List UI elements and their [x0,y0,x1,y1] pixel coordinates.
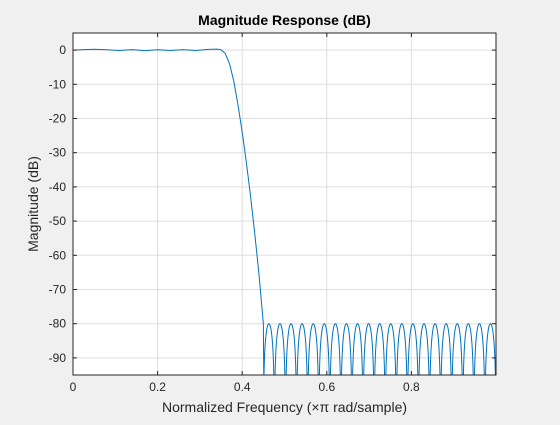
chart-title: Magnitude Response (dB) [198,12,371,28]
y-tick-label: -10 [49,77,67,91]
y-tick-label: -90 [49,351,67,365]
y-axis-label: Magnitude (dB) [25,156,41,252]
y-tick-label: -70 [49,283,67,297]
magnitude-response-line [73,48,496,375]
y-tick-label: -40 [49,180,67,194]
x-tick-label: 0.4 [234,380,251,394]
y-tick-label: 0 [59,43,66,57]
x-tick-label: 0.8 [403,380,420,394]
x-tick-label: 0.6 [318,380,335,394]
axes-box [72,32,497,376]
y-tick-label: -50 [49,214,67,228]
x-tick-label: 0 [70,380,77,394]
y-tick-label: -30 [49,146,67,160]
x-axis-label: Normalized Frequency (×π rad/sample) [162,399,407,415]
axes-background [73,33,496,375]
tick-labels: 0 0.2 0.4 0.6 0.8 0 -10 -20 -30 -40 -50 -60 -70 -80 -9… [49,43,420,394]
y-tick-label: -20 [49,112,67,126]
x-tick-label: 0.2 [149,380,166,394]
plot-area [73,48,496,375]
y-tick-label: -80 [49,317,67,331]
y-tick-label: -60 [49,248,67,262]
ticks [72,33,496,375]
